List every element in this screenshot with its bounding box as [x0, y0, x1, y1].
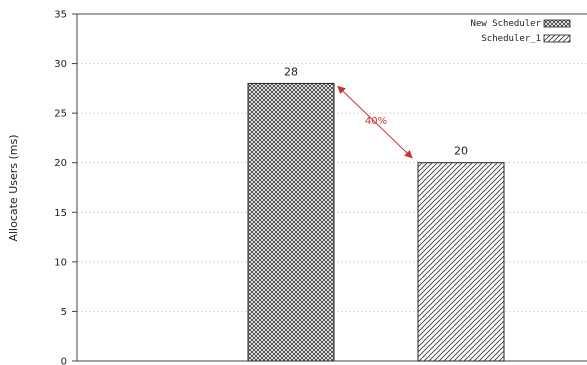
bar-data-label: 28 — [284, 65, 298, 78]
legend-label: New Scheduler — [471, 19, 542, 29]
bars — [247, 82, 505, 362]
y-tick-label: 30 — [54, 59, 67, 70]
data-labels: 28 20 — [284, 65, 468, 157]
difference-label: 40% — [365, 116, 387, 127]
bar-1 — [247, 82, 335, 362]
legend: New Scheduler Scheduler_1 — [471, 19, 571, 44]
bar-2 — [417, 162, 505, 362]
y-tick-label: 10 — [54, 257, 67, 268]
legend-label: Scheduler_1 — [481, 34, 541, 44]
bar-data-label: 20 — [454, 145, 468, 158]
annotation: 40% — [337, 85, 413, 159]
y-tick-label: 15 — [54, 208, 67, 219]
y-axis-title: Allocate Users (ms) — [7, 134, 20, 241]
y-tick-label: 35 — [54, 10, 67, 21]
legend-swatch — [543, 19, 571, 28]
difference-arrow — [337, 85, 413, 159]
legend-swatch — [543, 34, 571, 43]
y-tick-label: 0 — [61, 357, 67, 365]
y-tick-label: 20 — [54, 158, 67, 169]
y-tick-label: 25 — [54, 109, 67, 120]
y-tick-label: 5 — [61, 307, 67, 318]
